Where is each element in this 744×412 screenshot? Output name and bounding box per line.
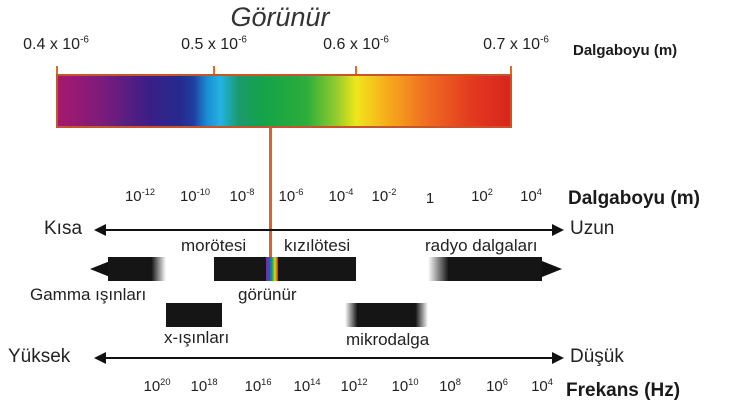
visible-title: Görünür <box>230 2 330 32</box>
microwave-band <box>345 303 428 327</box>
xray-band <box>166 303 222 327</box>
wavelength-tick: 10-2 <box>371 187 397 205</box>
frequency-tick: 1020 <box>143 377 171 395</box>
tick-mark <box>213 66 215 74</box>
wavelength-tick: 10-12 <box>124 187 156 205</box>
microwave-label: mikrodalga <box>346 330 430 349</box>
uv-label: morötesi <box>181 236 247 255</box>
visible-tick: 0.4 x 10-6 <box>23 34 89 53</box>
gamma-band <box>108 257 166 281</box>
visible-spectrum-bar <box>56 74 512 128</box>
arrow-left-icon <box>94 352 106 364</box>
tick-mark <box>56 66 58 74</box>
frequency-axis-label: Frekans (Hz) <box>566 380 681 401</box>
wavelength-right-label: Uzun <box>570 218 615 239</box>
visible-tick: 0.7 x 10-6 <box>483 34 549 53</box>
wavelength-tick: 1 <box>425 190 435 207</box>
visible-tick: 0.6 x 10-6 <box>323 34 389 53</box>
uv-ir-band <box>214 257 356 281</box>
frequency-tick: 1018 <box>190 377 218 395</box>
arrow-right-icon <box>552 224 564 236</box>
radio-band <box>428 257 542 281</box>
xray-label: x-ışınları <box>164 328 230 347</box>
tick-mark <box>355 66 357 74</box>
arrow-left-icon <box>90 261 110 277</box>
frequency-tick: 106 <box>486 377 508 395</box>
frequency-tick: 1010 <box>391 377 419 395</box>
radio-label: radyo dalgaları <box>425 236 538 255</box>
wavelength-tick: 10-4 <box>328 187 354 205</box>
tick-mark <box>510 66 512 74</box>
wavelength-axis-label: Dalgaboyu (m) <box>568 188 700 209</box>
wavelength-left-label: Kısa <box>44 218 83 239</box>
visible-unit-label: Dalgaboyu (m) <box>573 42 678 59</box>
visible-tick: 0.5 x 10-6 <box>181 34 247 53</box>
wavelength-tick: 10-10 <box>179 187 211 205</box>
frequency-tick: 1016 <box>244 377 272 395</box>
frequency-axis-line <box>104 357 554 359</box>
frequency-left-label: Yüksek <box>8 346 71 367</box>
visible-label: görünür <box>238 285 297 304</box>
wavelength-tick: 10-8 <box>229 187 255 205</box>
frequency-tick: 1012 <box>340 377 368 395</box>
frequency-tick: 104 <box>531 377 553 395</box>
arrow-right-icon <box>542 261 562 277</box>
wavelength-tick: 102 <box>471 187 493 205</box>
wavelength-tick: 104 <box>520 187 542 205</box>
wavelength-tick: 10-6 <box>278 187 304 205</box>
connector-line <box>269 128 272 268</box>
frequency-tick: 108 <box>439 377 461 395</box>
arrow-right-icon <box>552 352 564 364</box>
arrow-left-icon <box>94 224 106 236</box>
wavelength-axis-line <box>104 229 554 231</box>
frequency-tick: 1014 <box>293 377 321 395</box>
frequency-right-label: Düşük <box>570 346 624 367</box>
visible-band <box>266 257 278 281</box>
gamma-label: Gamma ışınları <box>30 285 147 304</box>
ir-label: kızılötesi <box>284 236 351 255</box>
